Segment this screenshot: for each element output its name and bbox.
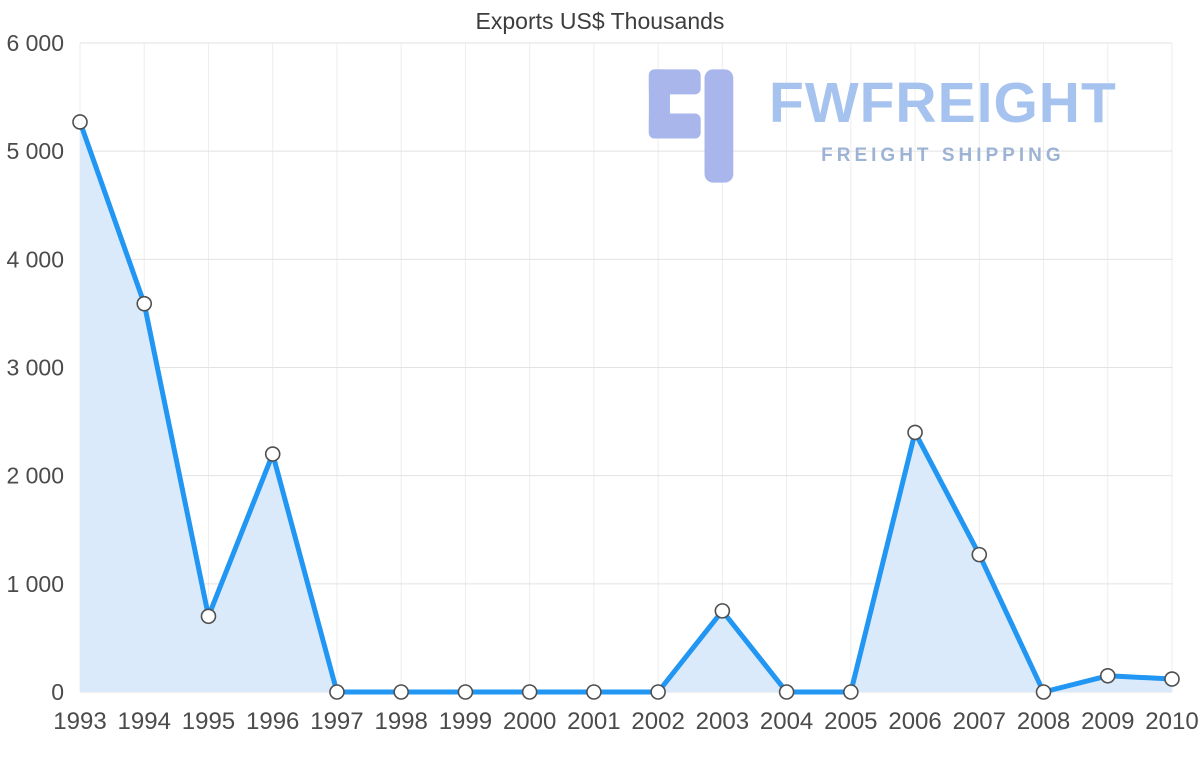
x-tick-label: 2006 xyxy=(888,708,941,735)
x-tick-label: 2000 xyxy=(503,708,556,735)
x-tick-label: 2001 xyxy=(567,708,620,735)
data-point-2010[interactable] xyxy=(1164,671,1180,687)
chart-title: Exports US$ Thousands xyxy=(475,8,725,34)
x-tick-label: 2005 xyxy=(824,708,877,735)
x-tick-label: 2008 xyxy=(1017,708,1070,735)
chart-area-fill xyxy=(80,121,1172,692)
data-point-1998[interactable] xyxy=(393,684,409,700)
x-tick-label: 2010 xyxy=(1145,708,1198,735)
data-point-1999[interactable] xyxy=(457,684,474,700)
x-tick-label: 2003 xyxy=(696,708,749,735)
x-tick-label: 1993 xyxy=(53,708,106,735)
x-tick-label: 1995 xyxy=(182,708,235,735)
y-tick-label: 0 xyxy=(51,679,64,705)
y-tick-label: 6 000 xyxy=(6,30,64,56)
data-point-1997[interactable] xyxy=(329,684,345,700)
x-tick-label: 1998 xyxy=(374,708,427,735)
data-point-2009[interactable] xyxy=(1099,667,1116,684)
data-point-2008[interactable] xyxy=(1035,684,1052,700)
y-tick-label: 4 000 xyxy=(6,246,64,272)
x-tick-label: 1994 xyxy=(118,708,171,735)
data-point-2001[interactable] xyxy=(586,684,602,700)
x-tick-label: 2007 xyxy=(953,708,1006,735)
y-tick-label: 5 000 xyxy=(6,138,64,164)
data-point-1993[interactable] xyxy=(72,114,88,130)
x-tick-label: 2002 xyxy=(631,708,684,735)
data-point-2004[interactable] xyxy=(778,684,795,700)
data-point-2005[interactable] xyxy=(843,684,859,700)
x-tick-label: 1999 xyxy=(439,708,492,735)
data-point-1996[interactable] xyxy=(264,446,281,462)
y-tick-label: 1 000 xyxy=(6,571,64,597)
y-tick-label: 3 000 xyxy=(6,355,64,381)
x-tick-label: 2004 xyxy=(760,708,813,735)
data-point-2007[interactable] xyxy=(971,546,988,563)
data-point-1994[interactable] xyxy=(136,295,153,312)
data-point-2002[interactable] xyxy=(650,684,666,700)
data-point-1995[interactable] xyxy=(200,608,217,625)
x-tick-label: 1997 xyxy=(310,708,363,735)
x-tick-label: 1996 xyxy=(246,708,299,735)
y-tick-label: 2 000 xyxy=(6,463,64,489)
chart-line xyxy=(77,119,1175,695)
x-tick-label: 2009 xyxy=(1081,708,1134,735)
data-point-2003[interactable] xyxy=(714,603,731,619)
data-point-2006[interactable] xyxy=(907,424,923,441)
data-point-2000[interactable] xyxy=(521,684,538,700)
